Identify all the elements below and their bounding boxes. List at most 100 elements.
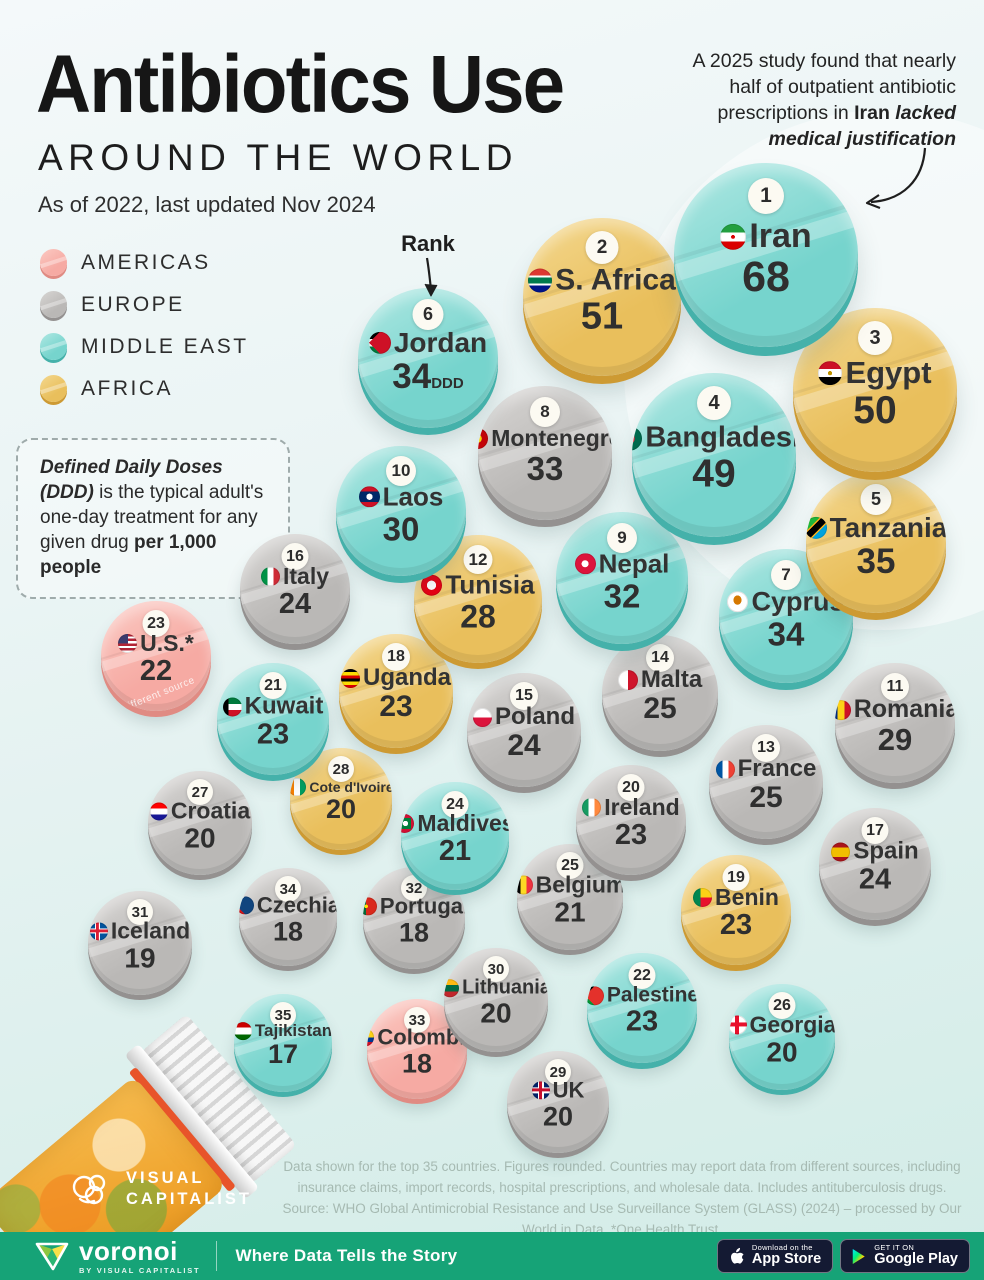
value-unit-suffix: DDD: [431, 375, 464, 393]
flag-icon-lithuania: [444, 978, 460, 997]
app-store-badge[interactable]: Download on the App Store: [716, 1239, 834, 1273]
flag-icon-croatia: [149, 801, 168, 820]
rank-badge-palestine: 22: [628, 962, 656, 989]
rank-badge-romania: 11: [881, 673, 909, 701]
country-value: 20: [184, 822, 216, 854]
country-value: 19: [124, 942, 156, 974]
flag-icon-belgium: [517, 875, 533, 895]
rank-badge-croatia: 27: [187, 779, 213, 805]
country-name: France: [737, 755, 817, 783]
page-subtitle: AROUND THE WORLD: [38, 137, 518, 178]
country-value: 68: [742, 252, 790, 301]
rank-badge-colombia: 33: [404, 1007, 430, 1033]
flag-icon-poland: [472, 707, 492, 727]
africa-pill-icon: [40, 375, 67, 402]
country-value: 49: [692, 452, 736, 496]
pill-iceland: 31 Iceland 19: [88, 891, 192, 995]
country-name: Nepal: [598, 548, 670, 579]
legend-item-africa: AFRICA: [40, 375, 249, 402]
rank-badge-spain: 17: [861, 817, 889, 844]
country-name: Czechia: [256, 892, 337, 918]
flag-icon-bangladesh: [632, 426, 643, 451]
ddd-definition-note: Defined Daily Doses (DDD) is the typical…: [16, 438, 290, 600]
country-name: Lithuania: [462, 976, 548, 999]
rank-callout-label: Rank: [401, 231, 455, 256]
pill-bangladesh: 4 Bangladesh 49: [632, 373, 796, 537]
rank-badge-italy: 16: [281, 543, 309, 570]
pill-belgium: 25 Belgium 21: [517, 844, 623, 950]
country-name: Uganda: [362, 664, 451, 692]
voronoi-logo: voronoi BY VISUAL CAPITALIST: [34, 1238, 200, 1275]
pill-spain: 17 Spain 24: [819, 808, 931, 920]
rank-badge-georgia: 26: [768, 992, 796, 1019]
flag-icon-laos: [358, 486, 380, 508]
country-name: Romania: [853, 695, 955, 724]
country-name: Tunisia: [445, 569, 535, 600]
country-name: Belgium: [535, 871, 623, 898]
flag-icon-portugal: [363, 897, 377, 916]
brand-tagline: Where Data Tells the Story: [235, 1246, 458, 1265]
pill-tajikistan: 35 Tajikistan 17: [234, 994, 332, 1092]
rank-badge-benin: 19: [722, 864, 750, 891]
pill-georgia: 26 Georgia 20: [729, 984, 835, 1090]
legend: AMERICAS EUROPE MIDDLE EAST AFRICA: [40, 249, 249, 417]
flag-icon-jordan: [368, 331, 391, 354]
flag-icon-iran: [720, 223, 747, 250]
country-name: Iceland: [110, 917, 191, 944]
pill-cote-d-ivoire: 28 Cote d'Ivoire 20: [290, 748, 392, 850]
country-value: 23: [256, 718, 290, 751]
country-value: 17: [267, 1039, 299, 1070]
country-name: Maldives: [417, 809, 509, 836]
rank-badge-uganda: 18: [382, 643, 410, 671]
flag-icon-nepal: [574, 553, 596, 575]
apple-icon: [730, 1247, 744, 1264]
flag-icon-maldives: [401, 813, 415, 833]
flag-icon-iceland: [89, 921, 108, 940]
country-name: Bangladesh: [645, 421, 796, 454]
legend-label-africa: AFRICA: [81, 376, 174, 400]
pill-palestine: 22 Palestine 23: [587, 953, 697, 1063]
pill-malta: 14 Malta 25: [602, 635, 718, 751]
pill-kuwait: 21 Kuwait 23: [217, 663, 329, 775]
legend-label-americas: AMERICAS: [81, 250, 211, 274]
country-value: 24: [507, 729, 541, 763]
note-body: is the typical adult's one-day treatment…: [40, 482, 264, 554]
pill-colombia: 33Colombia18: [367, 999, 467, 1099]
country-value: 20: [766, 1036, 798, 1068]
google-play-badge[interactable]: GET IT ON Google Play: [840, 1239, 970, 1273]
annotation-arrow-icon: [865, 147, 927, 210]
rank-badge-bangladesh: 4: [697, 386, 731, 420]
flag-icon-benin: [693, 887, 713, 907]
country-value: 20: [480, 997, 512, 1029]
country-name: Portugal: [379, 893, 465, 919]
country-value: 34: [767, 615, 805, 653]
annotation-italic: lacked medical justification: [768, 102, 956, 151]
rank-callout-arrow-icon: [424, 257, 438, 297]
country-value: 24: [278, 587, 312, 620]
country-value: 21: [554, 896, 586, 928]
rank-badge-tajikistan: 35: [270, 1002, 296, 1028]
middle-east-pill-icon: [40, 333, 67, 360]
legend-item-middle-east: MIDDLE EAST: [40, 333, 249, 360]
rank-badge-ireland: 20: [617, 774, 645, 801]
country-value: 23: [719, 908, 753, 941]
rank-badge-lithuania: 30: [483, 956, 509, 982]
country-name: Palestine: [606, 983, 697, 1007]
note-title: Defined Daily Doses (DDD): [40, 457, 223, 504]
flag-icon-palestine: [587, 985, 604, 1005]
country-value: 23: [625, 1005, 659, 1038]
pill-montenegro: 8 Montenegro 33: [478, 386, 612, 520]
page-title: Antibiotics Use: [36, 39, 565, 130]
country-value: 23: [614, 818, 648, 851]
flag-icon-czechia: [239, 896, 254, 915]
country-value: 35: [856, 541, 896, 581]
rank-badge-uk: 29: [545, 1059, 571, 1085]
google-play-bottom-label: Google Play: [874, 1251, 958, 1268]
country-value: 24: [858, 863, 892, 896]
flag-icon-italy: [260, 566, 280, 586]
country-value: 25: [749, 781, 783, 815]
rank-badge-poland: 15: [510, 682, 538, 710]
flag-icon-ireland: [582, 797, 602, 817]
pill-maldives: 24 Maldives 21: [401, 782, 509, 890]
rank-badge-tanzania: 5: [860, 484, 892, 515]
